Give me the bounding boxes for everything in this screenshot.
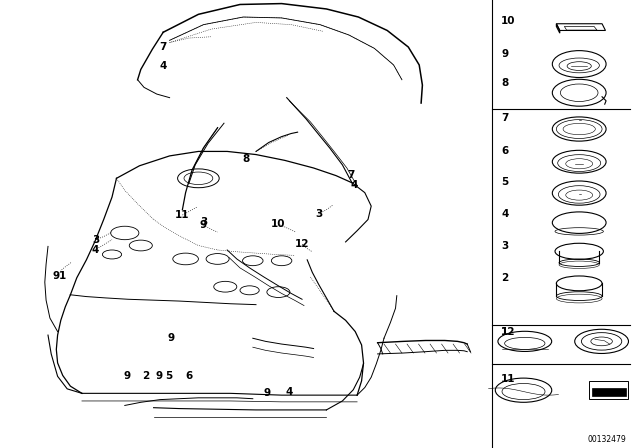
Text: 11: 11 bbox=[175, 210, 189, 220]
Text: 7: 7 bbox=[159, 42, 167, 52]
Text: 2: 2 bbox=[501, 273, 508, 283]
Text: 3: 3 bbox=[315, 209, 323, 219]
Polygon shape bbox=[592, 388, 626, 396]
Text: 12: 12 bbox=[295, 239, 309, 249]
Text: 4: 4 bbox=[501, 209, 509, 219]
Text: 4: 4 bbox=[285, 387, 293, 397]
Text: 9: 9 bbox=[123, 371, 131, 381]
Text: 10: 10 bbox=[501, 16, 516, 26]
Text: 8: 8 bbox=[501, 78, 508, 88]
Text: 9: 9 bbox=[168, 333, 175, 343]
Text: 2: 2 bbox=[142, 371, 150, 381]
Text: 5: 5 bbox=[164, 371, 172, 381]
Text: 7: 7 bbox=[347, 170, 355, 180]
Text: 9: 9 bbox=[155, 371, 163, 381]
Text: 3: 3 bbox=[200, 217, 207, 227]
Text: 9: 9 bbox=[501, 49, 508, 59]
Text: 3: 3 bbox=[92, 235, 100, 245]
Text: 6: 6 bbox=[501, 146, 508, 155]
Text: 8: 8 bbox=[243, 154, 250, 164]
Text: 7: 7 bbox=[501, 113, 509, 123]
Text: 1: 1 bbox=[59, 271, 67, 280]
Text: 3: 3 bbox=[501, 241, 508, 250]
Text: 11: 11 bbox=[501, 374, 516, 384]
Text: 4: 4 bbox=[350, 180, 358, 190]
Text: 6: 6 bbox=[185, 371, 193, 381]
Text: 9: 9 bbox=[52, 271, 60, 281]
Text: 1: 1 bbox=[501, 327, 508, 336]
Text: 4: 4 bbox=[91, 245, 99, 255]
Text: 12: 12 bbox=[501, 327, 516, 336]
Text: 9: 9 bbox=[200, 220, 207, 230]
Text: 5: 5 bbox=[501, 177, 508, 187]
Text: 4: 4 bbox=[159, 61, 167, 71]
Text: 9: 9 bbox=[264, 388, 271, 398]
Text: 00132479: 00132479 bbox=[587, 435, 626, 444]
Text: 10: 10 bbox=[271, 219, 285, 229]
